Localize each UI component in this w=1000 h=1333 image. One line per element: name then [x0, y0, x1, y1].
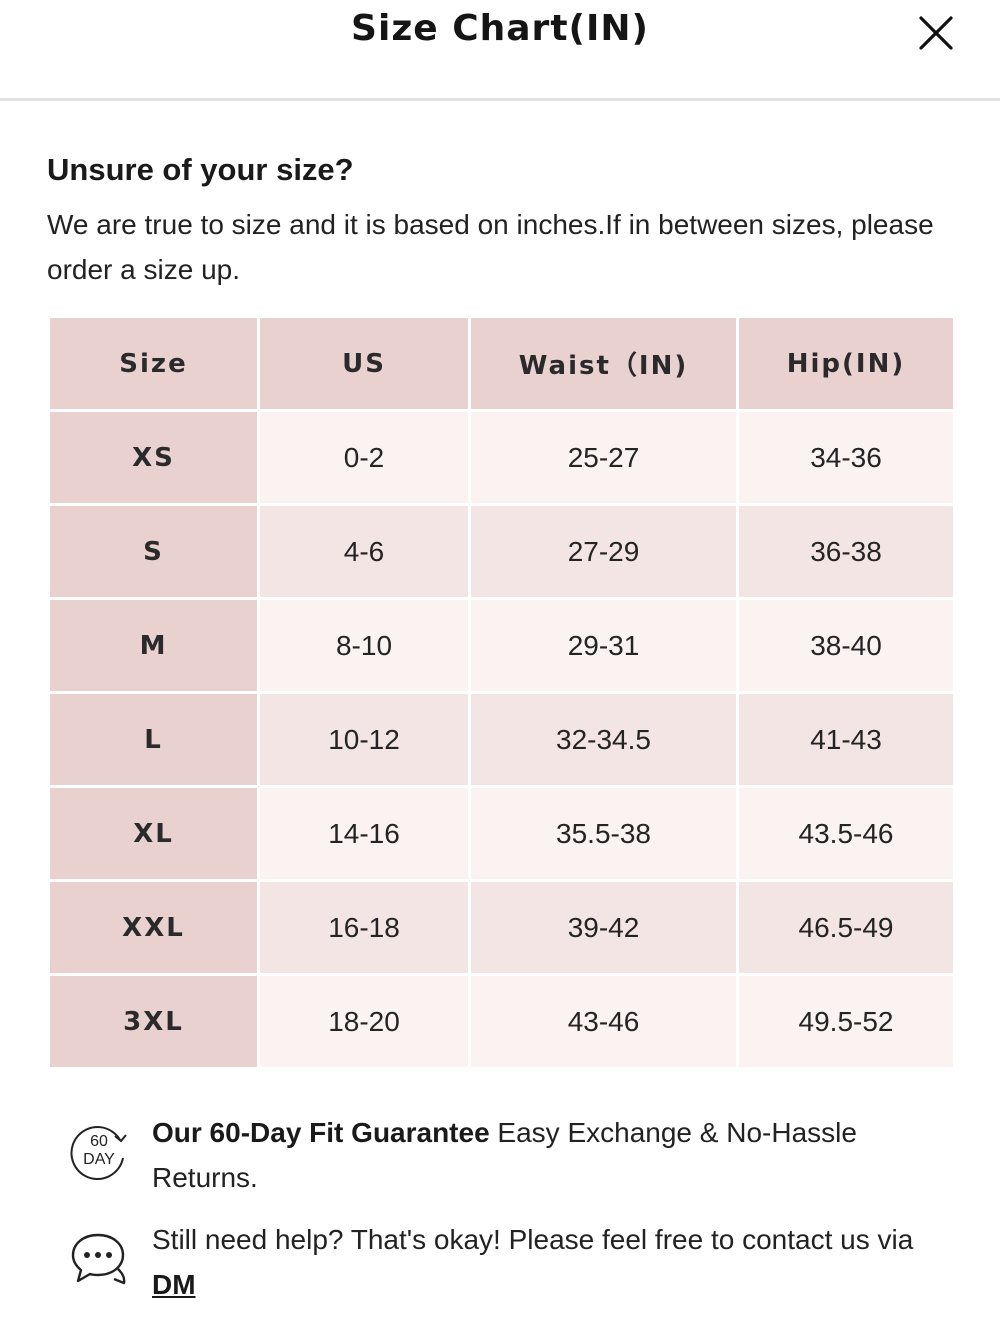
column-header-hip: Hip(IN) [739, 318, 953, 409]
size-cell: S [50, 506, 257, 597]
size-table: Size US Waist（IN) Hip(IN) XS 0-2 25-27 3… [47, 315, 956, 1070]
table-row: 3XL 18-20 43-46 49.5-52 [50, 976, 953, 1067]
dm-link[interactable]: DM [152, 1269, 196, 1300]
column-header-size: Size [50, 318, 257, 409]
us-cell: 16-18 [260, 882, 468, 973]
help-description: Still need help? That's okay! Please fee… [152, 1224, 914, 1255]
us-cell: 8-10 [260, 600, 468, 691]
guarantee-description: Easy Exchange & No-Hassle Returns. [152, 1117, 857, 1193]
table-header-row: Size US Waist（IN) Hip(IN) [50, 318, 953, 409]
hip-cell: 49.5-52 [739, 976, 953, 1067]
hip-cell: 38-40 [739, 600, 953, 691]
column-header-us: US [260, 318, 468, 409]
60-day-icon-label: DAY [83, 1151, 115, 1168]
guarantee-text: Our 60-Day Fit Guarantee Easy Exchange &… [152, 1110, 952, 1200]
help-text: Still need help? That's okay! Please fee… [152, 1217, 952, 1307]
size-cell: XXL [50, 882, 257, 973]
size-cell: XS [50, 412, 257, 503]
guarantee-title: Our 60-Day Fit Guarantee [152, 1117, 490, 1148]
waist-cell: 27-29 [471, 506, 736, 597]
60-day-icon-number: 60 [90, 1133, 108, 1150]
waist-cell: 32-34.5 [471, 694, 736, 785]
table-row: XXL 16-18 39-42 46.5-49 [50, 882, 953, 973]
size-cell: L [50, 694, 257, 785]
us-cell: 14-16 [260, 788, 468, 879]
chat-bubble-icon [71, 1233, 126, 1285]
table-row: XL 14-16 35.5-38 43.5-46 [50, 788, 953, 879]
us-cell: 0-2 [260, 412, 468, 503]
hip-cell: 46.5-49 [739, 882, 953, 973]
size-cell: M [50, 600, 257, 691]
table-row: L 10-12 32-34.5 41-43 [50, 694, 953, 785]
intro-heading: Unsure of your size? [47, 152, 354, 187]
table-row: S 4-6 27-29 36-38 [50, 506, 953, 597]
modal-header: Size Chart(IN) [0, 0, 1000, 101]
us-cell: 18-20 [260, 976, 468, 1067]
size-cell: 3XL [50, 976, 257, 1067]
waist-cell: 25-27 [471, 412, 736, 503]
hip-cell: 34-36 [739, 412, 953, 503]
waist-cell: 35.5-38 [471, 788, 736, 879]
hip-cell: 43.5-46 [739, 788, 953, 879]
size-cell: XL [50, 788, 257, 879]
column-header-waist: Waist（IN) [471, 318, 736, 409]
table-row: M 8-10 29-31 38-40 [50, 600, 953, 691]
60-day-icon: 60 DAY [70, 1126, 127, 1180]
hip-cell: 36-38 [739, 506, 953, 597]
modal-title: Size Chart(IN) [351, 8, 649, 49]
us-cell: 4-6 [260, 506, 468, 597]
waist-cell: 43-46 [471, 976, 736, 1067]
us-cell: 10-12 [260, 694, 468, 785]
table-row: XS 0-2 25-27 34-36 [50, 412, 953, 503]
waist-cell: 39-42 [471, 882, 736, 973]
close-icon[interactable] [918, 15, 954, 51]
waist-cell: 29-31 [471, 600, 736, 691]
hip-cell: 41-43 [739, 694, 953, 785]
intro-text: We are true to size and it is based on i… [47, 209, 934, 285]
